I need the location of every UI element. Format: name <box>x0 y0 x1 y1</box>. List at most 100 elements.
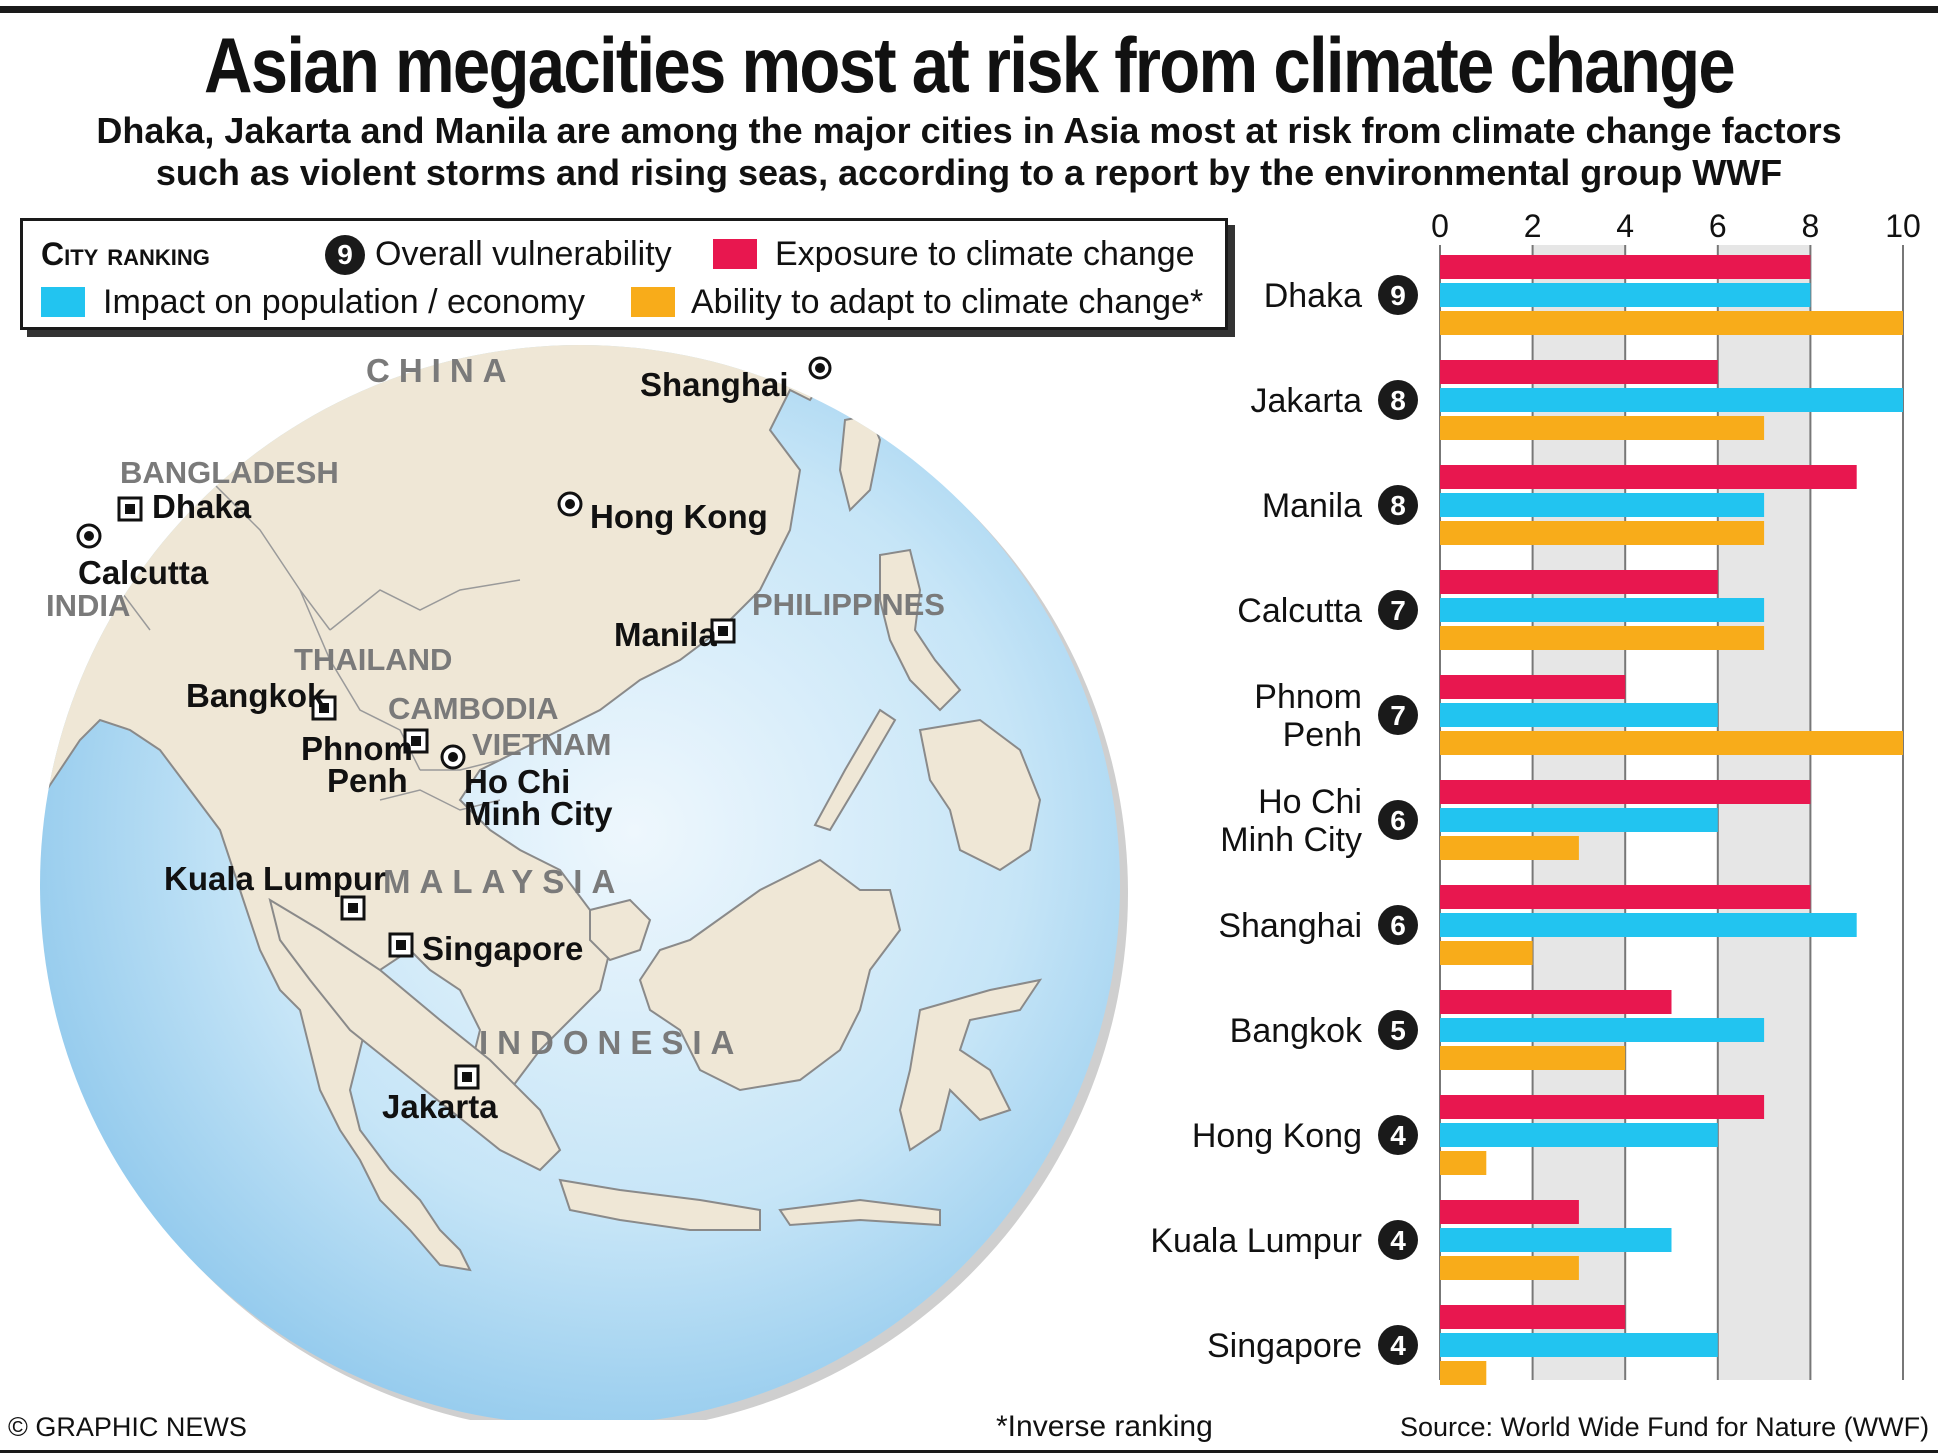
bar-exposure <box>1440 570 1718 594</box>
bar-exposure <box>1440 255 1811 279</box>
footnote: *Inverse ranking <box>996 1410 1213 1443</box>
label-china: CHINA <box>366 352 516 389</box>
city-label: Hong Kong <box>1192 1117 1362 1155</box>
rank-badge <box>1378 1220 1418 1260</box>
city-label-phnom-penh-2: Penh <box>327 762 408 799</box>
rank-badge-value: 7 <box>1390 700 1406 731</box>
landmass <box>40 345 1120 1272</box>
marker-phnom-penh <box>403 728 429 754</box>
label-bangladesh: BANGLADESH <box>120 455 339 490</box>
bar-exposure <box>1440 885 1811 909</box>
rank-badge <box>1378 275 1418 315</box>
borneo <box>638 858 902 1092</box>
label-india: INDIA <box>46 588 130 623</box>
subtitle-line-1: Dhaka, Jakarta and Manila are among the … <box>96 110 1842 151</box>
city-label: Singapore <box>1207 1327 1362 1365</box>
marker-bangkok <box>311 695 337 721</box>
legend-swatch-exposure <box>713 239 757 269</box>
rank-badge <box>1378 380 1418 420</box>
marker-jakarta <box>454 1064 480 1090</box>
subtitle-line-2: such as violent storms and rising seas, … <box>155 152 1783 193</box>
bar-exposure <box>1440 990 1672 1014</box>
bar-chart: 0 2 4 6 8 10 9Dhaka8Jakarta8Manila7Calcutta7P… <box>1150 208 1921 1385</box>
bottom-rule <box>0 1450 1938 1453</box>
bar-impact <box>1440 703 1718 727</box>
city-label: Shanghai <box>1218 907 1362 945</box>
rank-badge-value: 8 <box>1390 385 1406 416</box>
city-label-phnom-penh-1: Phnom <box>301 730 413 767</box>
sulawesi <box>898 978 1043 1152</box>
axis-tick-label: 8 <box>1802 208 1820 244</box>
bar-impact <box>1440 493 1765 517</box>
axis-tick-label: 0 <box>1431 208 1449 244</box>
bar-exposure <box>1440 1095 1765 1119</box>
rank-badge-value: 4 <box>1390 1120 1406 1151</box>
bar-impact <box>1440 388 1903 412</box>
bar-adapt <box>1440 1046 1626 1070</box>
grid-band <box>1717 245 1811 1380</box>
philippines-luzon <box>879 548 962 712</box>
city-label-dhaka: Dhaka <box>152 488 252 525</box>
rank-badge-value: 9 <box>1390 280 1406 311</box>
bar-impact <box>1440 1228 1672 1252</box>
bar-impact <box>1440 913 1857 937</box>
legend-swatch-adapt <box>631 287 675 317</box>
java <box>558 1178 761 1231</box>
rank-badge <box>1378 800 1418 840</box>
axis-tick-label: 10 <box>1885 208 1921 244</box>
city-label: Phnom <box>1254 678 1362 716</box>
bar-adapt <box>1440 521 1765 545</box>
rank-badge <box>1378 1010 1418 1050</box>
rank-badge <box>1378 485 1418 525</box>
hainan-island <box>589 898 652 962</box>
legend-exposure: Exposure to climate change <box>775 235 1195 273</box>
legend-overall: Overall vulnerability <box>375 235 672 273</box>
city-label-kuala-lumpur: Kuala Lumpur <box>164 860 386 897</box>
city-label-jakarta: Jakarta <box>382 1088 498 1125</box>
marker-manila <box>710 618 736 644</box>
legend-adapt: Ability to adapt to climate change* <box>691 283 1204 321</box>
bar-impact <box>1440 808 1718 832</box>
rank-badge-value: 4 <box>1390 1330 1406 1361</box>
city-label-bangkok: Bangkok <box>186 677 326 714</box>
bar-impact <box>1440 1333 1718 1357</box>
chart-bars <box>1440 255 1903 1385</box>
marker-kuala-lumpur <box>340 895 366 921</box>
city-label: Bangkok <box>1230 1012 1363 1050</box>
rank-badge <box>1378 1325 1418 1365</box>
label-vietnam: VIETNAM <box>472 727 612 762</box>
bar-exposure <box>1440 465 1857 489</box>
philippines-palawan <box>813 708 897 832</box>
shanghai-marker-wrap <box>808 356 832 380</box>
bar-adapt <box>1440 1256 1579 1280</box>
legend-rank-badge: 9 <box>325 235 365 275</box>
city-label: Dhaka <box>1264 277 1362 315</box>
marker-hong-kong <box>557 491 583 517</box>
bar-impact <box>1440 598 1765 622</box>
bar-exposure <box>1440 675 1626 699</box>
city-label: Calcutta <box>1237 592 1362 630</box>
bar-adapt <box>1440 1361 1487 1385</box>
marker-singapore <box>388 932 414 958</box>
rank-badge-value: 5 <box>1390 1015 1406 1046</box>
city-label-hong-kong: Hong Kong <box>590 498 768 535</box>
bar-adapt <box>1440 836 1579 860</box>
city-label: Penh <box>1283 716 1362 754</box>
city-label: Minh City <box>1220 821 1362 859</box>
shanghai-overlay <box>0 0 760 420</box>
map-svg: CHINA BANGLADESH INDIA THAILAND CAMBODIA… <box>40 286 1128 1433</box>
rank-badge-value: 4 <box>1390 1225 1406 1256</box>
label-malaysia: MALAYSIA <box>383 863 624 900</box>
map: CHINA BANGLADESH INDIA THAILAND CAMBODIA… <box>0 286 1190 1433</box>
philippines-south <box>918 718 1042 872</box>
label-cambodia: CAMBODIA <box>388 691 559 726</box>
mainland-asia <box>40 345 831 1272</box>
bar-exposure <box>1440 360 1718 384</box>
city-label: Kuala Lumpur <box>1150 1222 1362 1260</box>
chart-city-labels: 9 Dhaka 8 Jakarta 8 Manila 7 Calcutta 7 PhnomPenh… <box>1150 275 1418 1365</box>
bar-adapt <box>1440 311 1903 335</box>
label-thailand: THAILAND <box>294 642 452 677</box>
city-label-singapore: Singapore <box>422 930 583 967</box>
city-label-hcmc-2: Minh City <box>464 795 613 832</box>
city-label-shanghai: Shanghai <box>640 366 789 403</box>
